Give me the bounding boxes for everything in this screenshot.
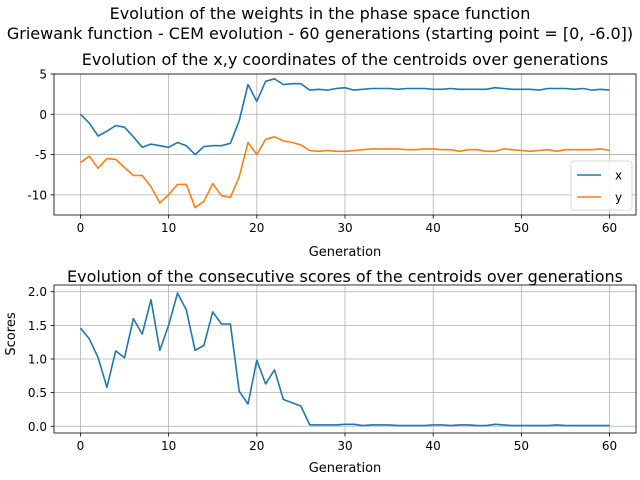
scores-plot-lines <box>79 292 610 427</box>
x-tick-label: 20 <box>249 439 264 453</box>
legend-label-x: x <box>615 169 622 183</box>
x-tick-label: 0 <box>77 439 85 453</box>
x-tick-label: 50 <box>514 439 529 453</box>
y-tick-label: 0 <box>39 108 47 122</box>
scores-plot-grid <box>54 285 636 433</box>
x-tick-label: 10 <box>161 439 176 453</box>
x-tick-label: 60 <box>602 221 617 235</box>
figure-suptitle-line1: Evolution of the weights in the phase sp… <box>110 4 531 23</box>
x-tick-label: 20 <box>249 221 264 235</box>
x-tick-label: 30 <box>337 221 352 235</box>
scores-plot-xlabel: Generation <box>309 461 382 476</box>
scores-plot-ticks: 0 10 20 30 40 50 60 2.0 1.5 1.0 0.5 0.0 <box>28 285 617 453</box>
y-tick-label: -10 <box>27 188 47 202</box>
x-tick-label: 10 <box>161 221 176 235</box>
x-tick-label: 60 <box>602 439 617 453</box>
scores-plot: Evolution of the consecutive scores of t… <box>4 267 637 476</box>
coordinates-plot-grid <box>54 73 636 215</box>
y-tick-label: 2.0 <box>28 285 47 299</box>
series-line-x <box>79 78 610 156</box>
y-tick-label: 1.5 <box>28 319 47 333</box>
scores-plot-ylabel: Scores <box>4 312 19 355</box>
scores-plot-title: Evolution of the consecutive scores of t… <box>67 267 623 286</box>
legend-box <box>570 160 633 211</box>
x-tick-label: 30 <box>337 439 352 453</box>
coordinates-plot: Evolution of the x,y coordinates of the … <box>27 50 637 260</box>
x-tick-label: 50 <box>514 221 529 235</box>
series-line-y <box>80 136 610 209</box>
series-line-scores <box>79 292 610 427</box>
y-tick-label: 1.0 <box>28 353 47 367</box>
coordinates-plot-title: Evolution of the x,y coordinates of the … <box>82 50 608 69</box>
y-tick-label: -5 <box>35 148 47 162</box>
legend-label-y: y <box>615 191 622 205</box>
y-tick-label: 5 <box>39 68 47 82</box>
x-tick-label: 40 <box>426 439 441 453</box>
coordinates-plot-lines <box>79 78 610 209</box>
y-tick-label: 0.5 <box>28 386 47 400</box>
x-tick-label: 40 <box>426 221 441 235</box>
coordinates-legend: xy <box>570 160 633 211</box>
coordinates-plot-xlabel: Generation <box>309 245 382 260</box>
y-tick-label: 0.0 <box>28 420 47 434</box>
x-tick-label: 0 <box>77 221 85 235</box>
figure-suptitle-line2: Griewank function - CEM evolution - 60 g… <box>7 24 633 43</box>
